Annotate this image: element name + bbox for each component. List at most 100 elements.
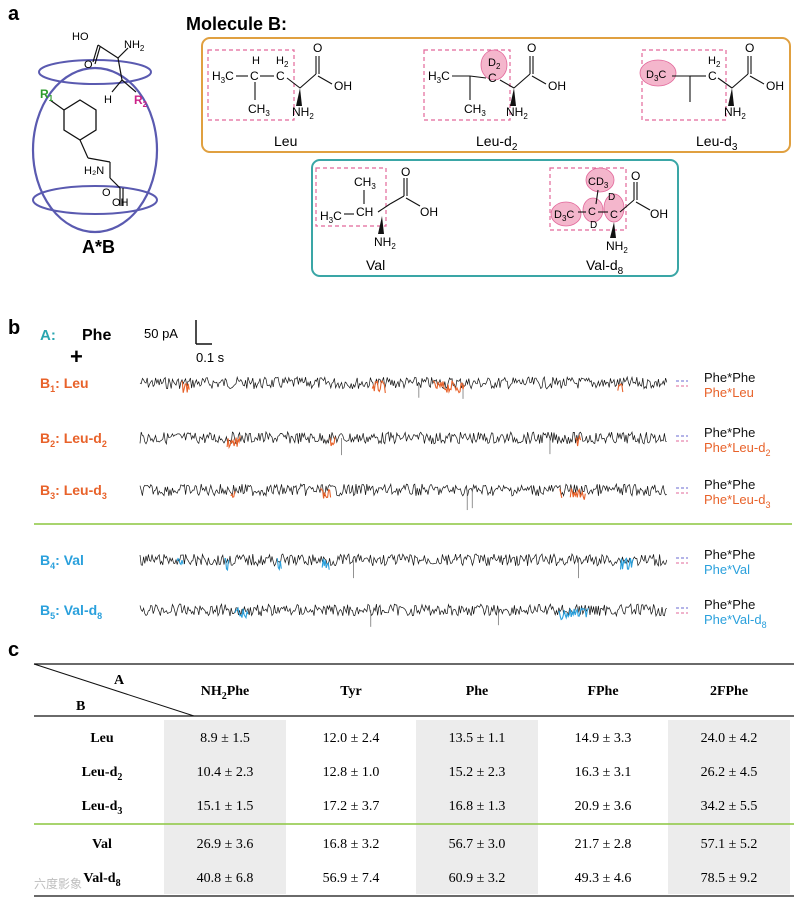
panel-b-label: b xyxy=(8,317,20,339)
table-cell: 12.0 ± 2.4 xyxy=(323,731,380,746)
binding-event xyxy=(181,380,190,393)
svg-text:C: C xyxy=(610,209,618,221)
binding-event xyxy=(432,379,465,394)
leu-structure: H3C C H H2 C CH3 O OH NH2 Leu xyxy=(207,41,352,149)
binding-event xyxy=(619,557,634,570)
binding-event xyxy=(575,434,582,447)
column-header: NH2Phe xyxy=(201,684,250,702)
table-cell: 15.1 ± 1.5 xyxy=(197,799,254,814)
column-shade xyxy=(164,720,286,894)
row-label: Leu-d2 xyxy=(82,765,123,783)
binding-event xyxy=(558,607,589,621)
leu-name: Leu xyxy=(274,133,297,149)
svg-text:OH: OH xyxy=(420,205,438,219)
svg-text:CH: CH xyxy=(356,205,373,219)
r2-label: R2 xyxy=(134,93,148,109)
corner-b: B xyxy=(76,699,85,714)
binding-event xyxy=(320,487,332,499)
column-header: 2FPhe xyxy=(710,684,748,699)
oh-label: OH xyxy=(112,197,129,209)
leu-d3-structure: D3C H2 C O OH NH2 Leu-d3 xyxy=(639,41,784,153)
binding-event xyxy=(176,557,184,566)
svg-text:O: O xyxy=(631,169,640,183)
val-d8-name: Val-d8 xyxy=(586,257,624,277)
svg-text:OH: OH xyxy=(766,79,784,93)
column-header: Phe xyxy=(466,684,489,699)
table-cell: 16.8 ± 1.3 xyxy=(449,799,506,814)
svg-text:CH3: CH3 xyxy=(248,102,270,118)
svg-text:NH2: NH2 xyxy=(724,105,746,121)
valine-box xyxy=(311,159,679,277)
legend-baseline: Phe*Phe xyxy=(704,597,755,612)
svg-text:H3C: H3C xyxy=(320,209,342,225)
table-cell: 13.5 ± 1.1 xyxy=(449,731,506,746)
panel-c-label: c xyxy=(8,639,19,661)
svg-text:D3C: D3C xyxy=(646,69,666,83)
row-label: Leu xyxy=(90,731,114,746)
watermark: 六度影象 xyxy=(34,876,82,891)
ho-label: HO xyxy=(72,31,89,43)
svg-text:C: C xyxy=(588,206,596,218)
host-guest-complex xyxy=(31,44,159,234)
table-cell: 57.1 ± 5.2 xyxy=(701,837,758,852)
svg-text:C: C xyxy=(488,71,497,85)
svg-text:H3C: H3C xyxy=(212,69,234,85)
table-cell: 21.7 ± 2.8 xyxy=(575,837,632,852)
plus-sign: + xyxy=(70,344,83,369)
binding-event xyxy=(559,488,563,499)
row-label: Val-d8 xyxy=(83,871,120,889)
svg-text:O: O xyxy=(401,165,410,179)
leu-d2-structure: H3C D2 C CH3 O OH NH2 Leu-d2 xyxy=(423,41,566,153)
kinetics-table: A B NH2Phe Tyr Phe FPhe 2FPhe Leu 8.9 ± 1.5 12.0 … xyxy=(33,663,794,897)
current-trace xyxy=(139,603,668,618)
table-cell: 16.8 ± 3.2 xyxy=(323,837,380,852)
leu-d2-name: Leu-d2 xyxy=(476,133,518,153)
leu-d3-name: Leu-d3 xyxy=(696,133,738,153)
svg-text:D3C: D3C xyxy=(554,209,574,223)
column-header: FPhe xyxy=(587,684,618,699)
h-label: H xyxy=(104,94,112,106)
cage-bottom-ring xyxy=(32,185,158,215)
svg-text:NH2: NH2 xyxy=(292,105,314,121)
complex-label: A*B xyxy=(82,237,115,257)
svg-text:D: D xyxy=(590,220,597,231)
trace-label: B5: Val-d8 xyxy=(40,602,102,621)
binding-event xyxy=(371,379,386,394)
val-d8-structure: CD3 D3C C D D C O OH NH2 Val-d8 xyxy=(549,167,668,277)
table-cell: 60.9 ± 3.2 xyxy=(449,871,506,886)
molecule-b-title: Molecule B: xyxy=(186,14,287,34)
svg-text:H: H xyxy=(252,55,260,67)
svg-text:H2: H2 xyxy=(708,55,721,69)
column-shade xyxy=(416,720,538,894)
scale-time: 0.1 s xyxy=(196,350,225,365)
legend-event: Phe*Val xyxy=(704,562,750,577)
leucine-box xyxy=(201,37,791,153)
corner-diagonal xyxy=(33,663,195,717)
table-cell: 56.9 ± 7.4 xyxy=(323,871,380,886)
legend-baseline: Phe*Phe xyxy=(704,425,755,440)
table-cell: 16.3 ± 3.1 xyxy=(575,765,632,780)
val-name: Val xyxy=(366,257,385,273)
legend-event: Phe*Leu-d3 xyxy=(704,492,770,510)
svg-text:H3C: H3C xyxy=(428,69,450,85)
column-shade xyxy=(668,720,790,894)
table-cell: 20.9 ± 3.6 xyxy=(575,799,632,814)
nh2-label: NH2 xyxy=(124,39,145,53)
binding-event xyxy=(569,487,586,500)
val-structure: CH3 H3C CH O OH NH2 Val xyxy=(315,165,438,273)
h2n-label: H₂N xyxy=(84,165,104,177)
binding-event xyxy=(329,436,336,447)
svg-text:O: O xyxy=(745,41,754,55)
corner-a: A xyxy=(114,673,125,688)
legend-baseline: Phe*Phe xyxy=(704,370,755,385)
table-cell: 34.2 ± 5.5 xyxy=(701,799,758,814)
current-trace xyxy=(139,375,668,390)
r1-label: R1 xyxy=(40,87,54,103)
o2-label: O xyxy=(102,187,111,199)
row-label: Val xyxy=(92,837,112,852)
binding-event xyxy=(230,491,236,498)
svg-text:NH2: NH2 xyxy=(606,239,628,255)
